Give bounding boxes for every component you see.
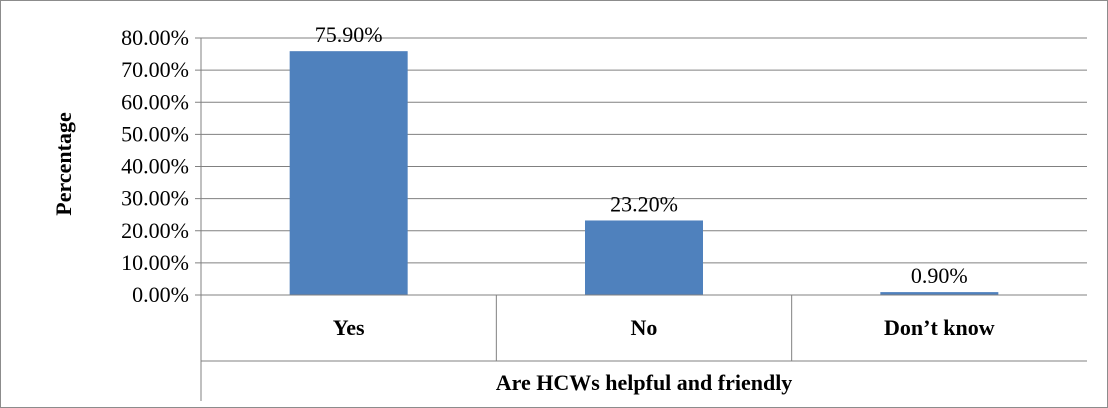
y-tick-label: 80.00% (121, 25, 189, 50)
x-category-label: Don’t know (884, 315, 995, 340)
y-tick-label: 0.00% (132, 282, 189, 307)
bar (289, 51, 408, 295)
bar (585, 220, 703, 295)
y-tick-label: 30.00% (121, 186, 189, 211)
axes (195, 37, 1087, 401)
bars (289, 51, 999, 295)
bar (880, 292, 999, 295)
y-tick-label: 50.00% (121, 121, 189, 146)
data-label: 0.90% (911, 263, 968, 288)
labels: 0.00% 10.00% 20.00% 30.00% 40.00% 50.00% 60.00… (121, 22, 995, 340)
x-category-label: Yes (333, 315, 365, 340)
y-tick-label: 70.00% (121, 57, 189, 82)
y-tick-label: 20.00% (121, 218, 189, 243)
x-category-label: No (631, 315, 658, 340)
y-axis-title: Percentage (51, 112, 76, 216)
data-label: 75.90% (315, 22, 383, 47)
data-label: 23.20% (610, 191, 678, 216)
y-tick-label: 10.00% (121, 250, 189, 275)
x-axis-title: Are HCWs helpful and friendly (496, 370, 793, 395)
y-tick-label: 40.00% (121, 154, 189, 179)
y-tick-label: 60.00% (121, 89, 189, 114)
